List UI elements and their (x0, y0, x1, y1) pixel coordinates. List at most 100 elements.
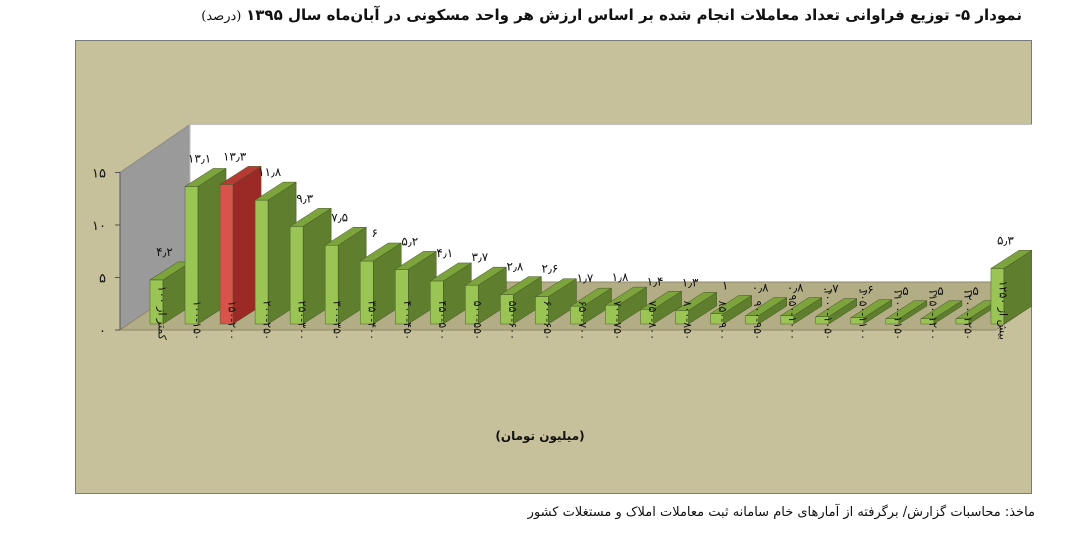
data-label: ۱٫۳ (682, 275, 699, 289)
y-tick-label: ۱۵ (92, 167, 106, 182)
bar (219, 165, 262, 325)
x-tick-label: ۸۰۰-۸۵۰ (681, 301, 694, 340)
data-label: ۰٫۵ (962, 284, 979, 298)
bar (464, 266, 508, 325)
x-tick-label: بیش از ۱۲۵۰ (996, 281, 1009, 340)
x-tick-label: ۸۵۰-۹۰۰ (716, 301, 729, 340)
data-label: ۰٫۶ (857, 283, 874, 297)
bar (920, 300, 963, 325)
x-tick-label: ۵۵۰-۶۰۰ (506, 301, 519, 340)
bar-top (884, 300, 928, 319)
bar (814, 298, 858, 325)
data-label: ۱٫۷ (577, 271, 594, 285)
x-tick-label: ۱۱۰۰-۱۱۵۰ (891, 289, 904, 340)
data-label: ۱٫۴ (647, 274, 664, 288)
bar (639, 290, 683, 325)
data-label: ۰٫۸ (787, 281, 804, 295)
x-tick-label: ۲۰۰-۲۵۰ (261, 301, 274, 340)
data-label: ۳٫۷ (471, 250, 488, 264)
data-label: ۱٫۸ (612, 270, 629, 284)
x-tick-label: ۱۰۰۰-۱۰۵۰ (821, 289, 834, 340)
data-label: ۱۳٫۳ (223, 149, 247, 163)
x-tick-label: ۳۵۰-۴۰۰ (366, 301, 379, 340)
x-axis-tick-labels: کمتر از ۱۰۰ ۱۰۰-۱۵۰ ۱۵۰-۲۰۰ ۲۰۰-۲۵۰ ۲۵۰-۳۰۰ ۳… (156, 281, 1010, 341)
data-label: ۲٫۶ (542, 262, 559, 276)
bar-top (779, 297, 823, 316)
bar (289, 207, 333, 325)
x-tick-label: ۹۰۰-۹۵۰ (751, 301, 764, 340)
bar-top (920, 300, 963, 319)
bar-top (814, 298, 858, 317)
chart-title-main: نمودار ۵- توزیع فراوانی تعداد معاملات ان… (246, 6, 1022, 24)
bar-top (394, 251, 438, 270)
x-tick-label: ۷۵۰-۸۰۰ (646, 301, 659, 340)
bar-top (289, 208, 333, 227)
data-labels: ۴٫۲۱۳٫۱ ۱۳٫۳۱۱٫۸۹٫۳۷٫۵۶۵٫۲۴٫۱ ۳٫۷۲٫۸ ۲٫۶۱٫۷… (156, 149, 1014, 297)
data-label: ۷٫۵ (331, 210, 348, 224)
bar-top (990, 250, 1032, 269)
x-tick-label: کمتر از ۱۰۰ (156, 286, 169, 341)
bar-series (149, 165, 1032, 325)
chart-title: نمودار ۵- توزیع فراوانی تعداد معاملات ان… (0, 6, 1022, 24)
bar-top (674, 292, 718, 311)
x-axis-title: (میلیون تومان) (495, 429, 584, 444)
bar (429, 262, 473, 325)
data-label: ۰٫۵ (892, 284, 909, 298)
bar (324, 226, 368, 325)
y-tick-label: ۰ (99, 324, 106, 339)
bar (254, 181, 297, 325)
data-label: ۶ (372, 226, 378, 240)
data-label: ۱۱٫۸ (258, 165, 282, 179)
data-label: ۰٫۵ (927, 284, 944, 298)
bar-top (569, 287, 613, 307)
x-tick-label: ۴۵۰-۵۰۰ (436, 301, 449, 340)
bar (569, 287, 613, 325)
bar (709, 295, 753, 325)
data-label: ۱ (722, 279, 728, 293)
bar (534, 278, 578, 325)
bar (394, 250, 438, 325)
data-label: ۲٫۸ (507, 260, 524, 274)
bar (990, 250, 1032, 325)
y-tick-label: ۱۰ (92, 219, 106, 234)
bar (849, 299, 893, 325)
bar-top (184, 168, 227, 187)
bar (604, 286, 648, 325)
bar-top (499, 276, 543, 295)
bar-top (429, 262, 473, 282)
x-tick-label: ۹۵۰-۱۰۰۰ (786, 295, 799, 340)
data-label: ۵٫۲ (401, 234, 418, 248)
x-tick-label: ۶۵۰-۷۰۰ (576, 301, 589, 340)
x-tick-label: ۱۱۵۰-۱۲۰۰ (926, 289, 939, 340)
data-label: ۰٫۸ (752, 281, 769, 295)
source-note: ماخذ: محاسبات گزارش/ برگرفته از آمارهای … (527, 505, 1035, 520)
bar (184, 167, 227, 325)
y-tick-label: ۵ (99, 272, 106, 287)
bar (744, 297, 788, 325)
data-label: ۴٫۱ (436, 246, 453, 260)
x-tick-label: ۶۰۰-۶۵۰ (541, 301, 554, 340)
x-tick-label: ۱۵۰-۲۰۰ (226, 301, 239, 340)
data-label: ۰٫۷ (822, 282, 839, 296)
bar-top (849, 299, 893, 318)
x-tick-label: ۳۰۰-۳۵۰ (331, 301, 344, 340)
x-tick-label: ۲۵۰-۳۰۰ (296, 301, 309, 340)
x-tick-label: ۵۰۰-۵۵۰ (471, 301, 484, 340)
data-label: ۹٫۳ (296, 191, 313, 205)
bar (674, 291, 718, 325)
bar (884, 300, 928, 325)
data-label: ۱۳٫۱ (188, 151, 211, 165)
bar-top (534, 278, 578, 297)
x-tick-label: ۱۰۵۰-۱۱۰۰ (856, 289, 869, 340)
bar-top (639, 291, 683, 310)
x-tick-label: ۴۰۰-۴۵۰ (401, 301, 414, 340)
bar-top (709, 295, 753, 314)
bar (499, 276, 543, 325)
bar-top (604, 286, 648, 306)
x-tick-label: ۱۲۰۰-۱۲۵۰ (961, 289, 974, 340)
x-tick-label: ۷۰۰-۷۵۰ (611, 301, 624, 340)
y-axis: ۰ ۵ ۱۰ ۱۵ (92, 167, 121, 339)
data-label: ۵٫۳ (997, 233, 1014, 247)
bar-top (219, 166, 262, 185)
